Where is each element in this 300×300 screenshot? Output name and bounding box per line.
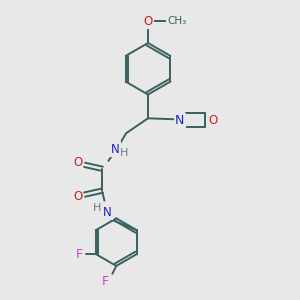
Text: N: N <box>111 142 120 155</box>
Text: O: O <box>143 15 153 28</box>
Text: H: H <box>93 203 102 214</box>
Text: N: N <box>103 206 112 219</box>
Text: N: N <box>175 114 184 127</box>
Text: CH₃: CH₃ <box>167 16 186 26</box>
Text: O: O <box>73 156 82 170</box>
Text: H: H <box>120 148 128 158</box>
Text: F: F <box>75 248 82 260</box>
Text: O: O <box>73 190 82 203</box>
Text: F: F <box>102 275 109 288</box>
Text: O: O <box>209 114 218 127</box>
